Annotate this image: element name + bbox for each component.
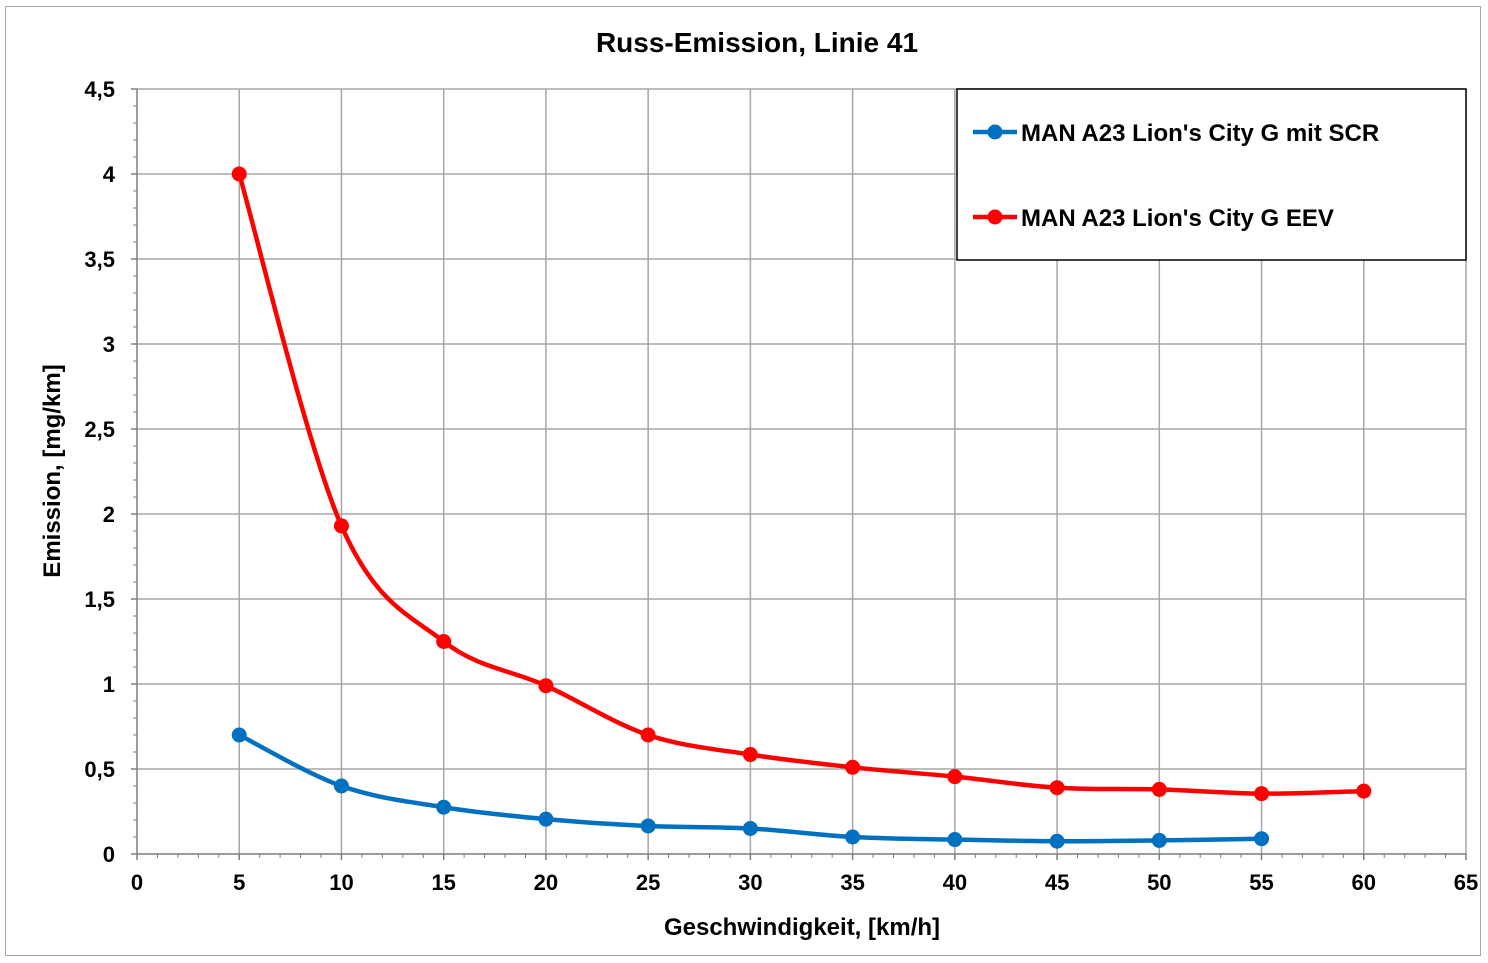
- data-point: [231, 727, 247, 743]
- x-tick-label: 5: [233, 870, 245, 895]
- y-tick-label: 2,5: [84, 417, 115, 442]
- x-tick-label: 10: [329, 870, 353, 895]
- x-tick-label: 45: [1045, 870, 1069, 895]
- legend-marker: [987, 209, 1003, 225]
- data-point: [640, 727, 656, 743]
- series-layer: [231, 166, 1372, 849]
- data-point: [538, 811, 554, 827]
- x-axis-title: Geschwindigkeit, [km/h]: [664, 914, 940, 941]
- data-point: [640, 818, 656, 834]
- data-point: [333, 518, 349, 534]
- y-tick-label: 0: [103, 842, 115, 867]
- series-scr: [231, 727, 1270, 849]
- y-tick-label: 4,5: [84, 77, 115, 102]
- x-tick-label: 65: [1454, 870, 1478, 895]
- y-tick-labels: 0 0,5 1 1,5 2 2,5 3 3,5 4 4,5: [84, 77, 115, 867]
- data-point: [947, 832, 963, 848]
- y-tick-label: 1,5: [84, 587, 115, 612]
- data-point: [1049, 780, 1065, 796]
- axes: [131, 88, 1467, 860]
- data-point: [1151, 832, 1167, 848]
- legend-label: MAN A23 Lion's City G EEV: [1021, 205, 1334, 232]
- data-point: [1356, 783, 1372, 799]
- series-eev: [231, 166, 1372, 802]
- x-tick-labels: 0 5 10 15 20 25 30 35 40 45 50 55 60 65: [131, 870, 1478, 895]
- data-point: [231, 166, 247, 182]
- x-tick-label: 20: [534, 870, 558, 895]
- x-tick-label: 55: [1249, 870, 1273, 895]
- x-tick-label: 15: [431, 870, 455, 895]
- data-point: [845, 759, 861, 775]
- x-tick-label: 60: [1352, 870, 1376, 895]
- y-tick-label: 3,5: [84, 247, 115, 272]
- data-point: [538, 678, 554, 694]
- y-tick-label: 3: [103, 332, 115, 357]
- x-tick-label: 40: [943, 870, 967, 895]
- data-point: [742, 821, 758, 836]
- y-tick-label: 4: [103, 162, 116, 187]
- data-point: [845, 829, 861, 845]
- data-point: [333, 778, 349, 794]
- legend-entry: MAN A23 Lion's City G mit SCR: [973, 120, 1379, 147]
- series-line: [236, 171, 1367, 796]
- y-tick-label: 2: [103, 502, 115, 527]
- chart-title: Russ-Emission, Linie 41: [596, 27, 918, 58]
- data-point: [1254, 786, 1270, 802]
- data-point: [436, 799, 452, 815]
- y-tick-label: 1: [103, 672, 115, 697]
- data-point: [1049, 833, 1065, 849]
- data-point: [742, 747, 758, 763]
- x-tick-label: 50: [1147, 870, 1171, 895]
- x-tick-label: 25: [636, 870, 660, 895]
- x-tick-label: 0: [131, 870, 143, 895]
- y-axis-title: Emission, [mg/km]: [39, 364, 66, 577]
- data-point: [436, 634, 452, 649]
- data-point: [1151, 781, 1167, 797]
- legend: MAN A23 Lion's City G mit SCR MAN A23 Lio…: [956, 88, 1467, 261]
- legend-entry: MAN A23 Lion's City G EEV: [973, 205, 1334, 232]
- y-tick-label: 0,5: [84, 757, 115, 782]
- x-tick-label: 30: [738, 870, 762, 895]
- legend-box: [956, 88, 1467, 261]
- legend-label: MAN A23 Lion's City G mit SCR: [1021, 120, 1379, 147]
- data-point: [947, 769, 963, 785]
- x-tick-label: 35: [840, 870, 864, 895]
- legend-marker: [987, 124, 1003, 140]
- data-point: [1254, 831, 1270, 847]
